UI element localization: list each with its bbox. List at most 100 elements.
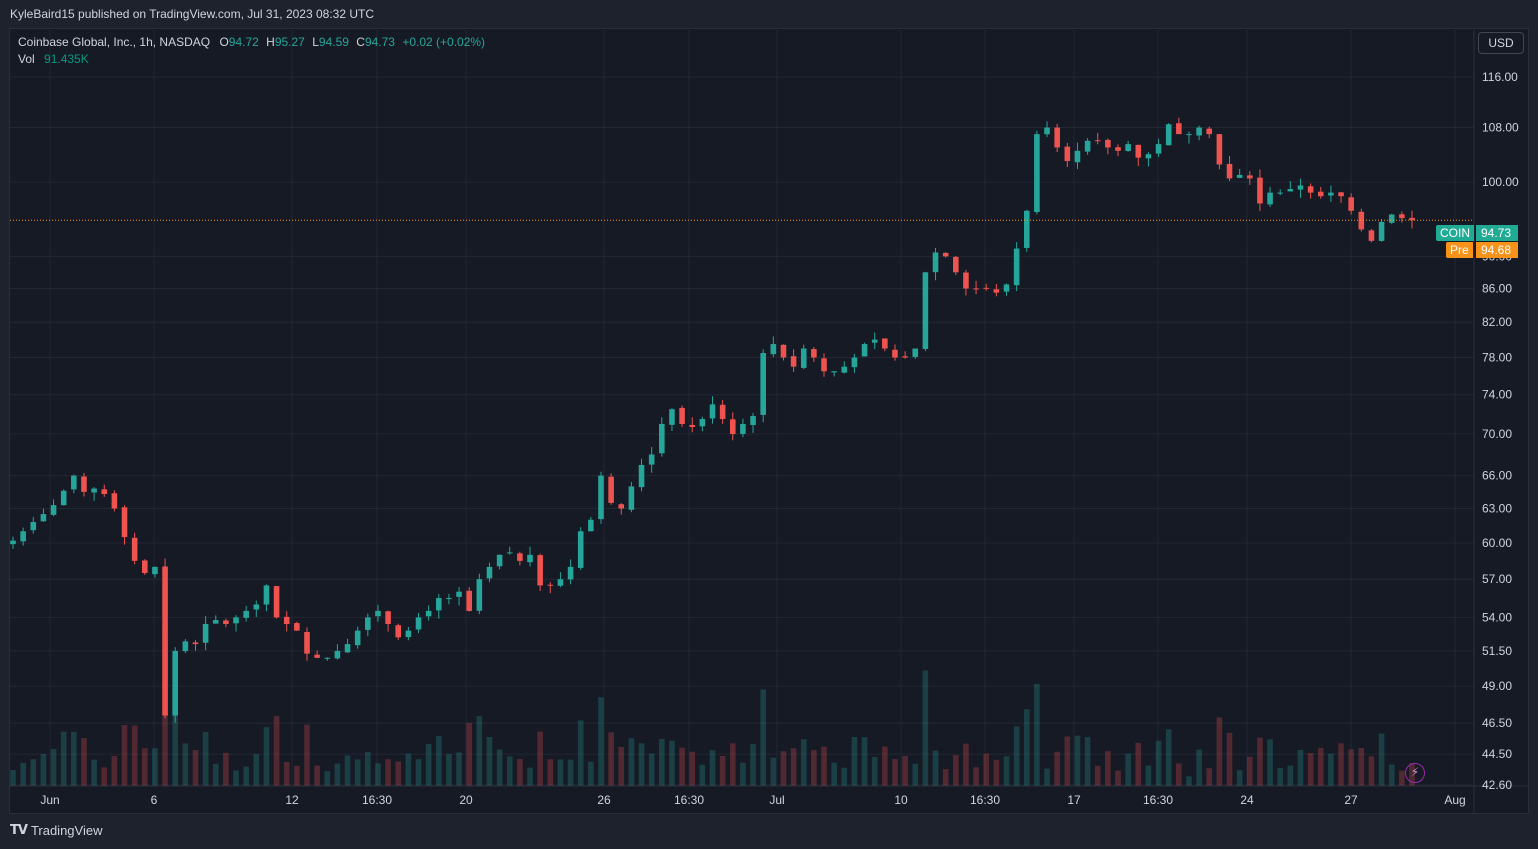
x-tick-label: Jul [769, 793, 784, 807]
volume-bar [892, 759, 898, 786]
candle-body [922, 272, 929, 350]
volume-bar [1388, 764, 1395, 786]
volume-bar [1297, 750, 1304, 786]
open-label: O [219, 35, 229, 49]
volume-bar [740, 762, 746, 786]
volume-bar [1186, 776, 1192, 786]
volume-bars [10, 636, 1415, 786]
candle-body [709, 404, 716, 419]
candle-body [466, 590, 472, 611]
currency-button[interactable]: USD [1478, 32, 1524, 54]
candle-body [334, 650, 341, 659]
volume-bar [1267, 739, 1273, 786]
candle-body [679, 407, 685, 424]
candle-body [689, 424, 696, 427]
candle-body [1094, 140, 1101, 142]
candle-body [425, 610, 432, 617]
volume-bar [1125, 753, 1131, 786]
volume-bar [354, 759, 361, 786]
candle-body [740, 423, 746, 434]
volume-bar [1074, 735, 1081, 786]
candle-body [861, 344, 868, 357]
candle-body [162, 566, 168, 716]
volume-bar [902, 755, 908, 786]
volume-label: Vol [18, 52, 35, 66]
last-price-symbol-tag: COIN [1436, 225, 1474, 241]
y-tick-label: 44.50 [1482, 747, 1512, 761]
volume-bar [973, 767, 979, 786]
candle-body [1358, 211, 1365, 230]
volume-bar [1013, 726, 1020, 786]
candle-body [395, 625, 402, 638]
candle-body [902, 356, 908, 358]
candle-body [1155, 144, 1162, 154]
legend: Coinbase Global, Inc., 1h, NASDAQ O94.72… [18, 34, 485, 68]
candle-body [1084, 140, 1091, 152]
candle-body [1348, 197, 1354, 211]
footer: 𝗧𝗩 TradingView [10, 822, 102, 838]
grid [10, 30, 1474, 786]
volume-bar [243, 766, 249, 786]
candle-body [1023, 210, 1030, 248]
candle-body [121, 507, 128, 538]
volume-bar [273, 716, 280, 786]
candle-body [567, 566, 574, 580]
candle-body [1297, 185, 1304, 190]
volume-bar [202, 731, 209, 786]
y-tick-label: 116.00 [1482, 70, 1518, 84]
x-tick-label: 17 [1067, 793, 1081, 807]
tradingview-logo-icon: 𝗧𝗩 [10, 822, 28, 837]
volume-bar [811, 750, 817, 786]
x-tick-label: 16:30 [674, 793, 704, 807]
volume-bar [101, 767, 108, 786]
volume-bar [1145, 765, 1152, 786]
volume-bar [111, 756, 118, 786]
x-tick-label: 16:30 [970, 793, 1000, 807]
volume-bar [882, 746, 888, 786]
candle-body [973, 288, 979, 290]
candle-body [719, 404, 726, 420]
volume-bar [20, 762, 26, 786]
volume-bar [699, 764, 706, 786]
lightning-icon[interactable]: ⚡ [1405, 763, 1425, 783]
volume-bar [1165, 729, 1172, 786]
candle-body [30, 522, 37, 531]
candle-body [628, 486, 635, 510]
volume-bar [71, 731, 77, 786]
candle-body [1257, 177, 1263, 204]
candle-body [212, 620, 219, 624]
candle-body [1307, 186, 1314, 193]
ohlc-row: Coinbase Global, Inc., 1h, NASDAQ O94.72… [18, 34, 485, 51]
volume-bar [50, 748, 57, 786]
candle-body [20, 531, 26, 542]
candle-body [598, 475, 604, 520]
candle-body [871, 339, 878, 343]
candle-body [831, 371, 837, 373]
volume-bar [932, 750, 939, 786]
volume-bar [942, 769, 949, 786]
y-tick-label: 86.00 [1482, 282, 1512, 296]
high-value: 95.27 [274, 35, 305, 49]
chart-area[interactable] [9, 28, 1529, 814]
volume-bar [1105, 751, 1111, 786]
candle-body [953, 256, 959, 273]
y-tick-label: 66.00 [1482, 469, 1512, 483]
candle-body [790, 356, 797, 367]
volume-bar [425, 743, 432, 786]
volume-bar [679, 747, 685, 786]
candle-body [273, 586, 280, 618]
candle-body [932, 252, 939, 273]
volume-bar [1064, 736, 1071, 786]
volume-bar [1338, 743, 1344, 786]
volume-bar [1277, 768, 1283, 786]
candle-body [1003, 284, 1010, 292]
candle-body [304, 631, 310, 654]
volume-bar [547, 759, 554, 786]
y-tick-label: 108.00 [1482, 121, 1519, 135]
volume-bar [953, 755, 959, 786]
x-tick-label: 16:30 [362, 793, 392, 807]
symbol-label: Coinbase Global, Inc., 1h, NASDAQ [18, 35, 211, 49]
volume-bar [517, 758, 523, 786]
volume-bar [435, 735, 442, 786]
